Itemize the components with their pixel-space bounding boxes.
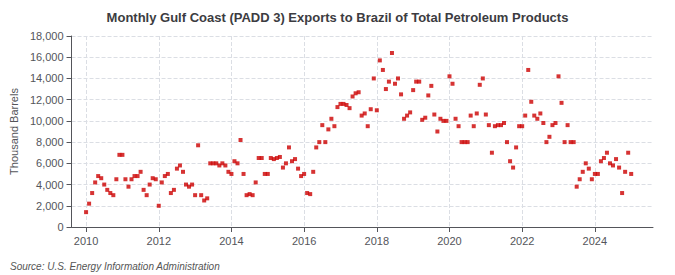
svg-text:Monthly Gulf Coast (PADD 3) Ex: Monthly Gulf Coast (PADD 3) Exports to B… — [107, 10, 569, 25]
svg-text:2012: 2012 — [147, 235, 171, 247]
svg-text:2024: 2024 — [583, 235, 607, 247]
svg-text:2014: 2014 — [219, 235, 243, 247]
svg-text:2010: 2010 — [74, 235, 98, 247]
svg-text:14,000: 14,000 — [30, 72, 64, 84]
svg-text:18,000: 18,000 — [30, 30, 64, 42]
svg-text:Thousand Barrels: Thousand Barrels — [8, 88, 20, 175]
svg-text:2022: 2022 — [510, 235, 534, 247]
svg-text:2018: 2018 — [365, 235, 389, 247]
svg-text:2,000: 2,000 — [36, 200, 64, 212]
svg-text:16,000: 16,000 — [30, 51, 64, 63]
svg-text:0: 0 — [57, 221, 63, 233]
svg-text:6,000: 6,000 — [36, 157, 64, 169]
svg-text:2020: 2020 — [437, 235, 461, 247]
svg-text:12,000: 12,000 — [30, 94, 64, 106]
svg-text:2016: 2016 — [292, 235, 316, 247]
svg-text:4,000: 4,000 — [36, 179, 64, 191]
svg-text:8,000: 8,000 — [36, 136, 64, 148]
svg-text:10,000: 10,000 — [30, 115, 64, 127]
svg-text:Source: U.S. Energy Informatio: Source: U.S. Energy Information Administ… — [10, 261, 220, 272]
